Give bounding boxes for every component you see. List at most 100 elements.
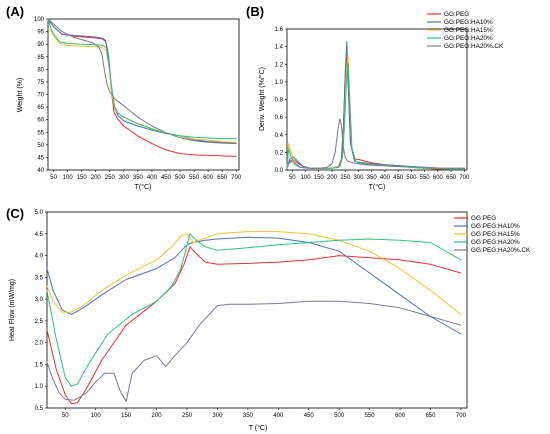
legend-entry: GG:PEG:HA20%.CK <box>444 43 504 50</box>
x-tick-label: 600 <box>203 175 214 181</box>
x-tick-label: 450 <box>161 175 172 181</box>
x-tick-label: 50 <box>50 175 57 181</box>
series-line-gg-peg-ha15- <box>286 54 465 170</box>
series-line-gg-peg <box>286 56 465 170</box>
panel-b: (B) 50 100 150 200 250 300 350 400 450 500 550 600 6… <box>246 4 504 191</box>
x-tick-label: 400 <box>273 413 284 419</box>
legend-entry: GG:PEG:HA15% <box>471 231 520 238</box>
y-tick-label: 2.0 <box>35 341 44 347</box>
x-tick-label: 300 <box>353 175 364 181</box>
x-tick-label: 150 <box>121 413 132 419</box>
x-tick-label: 550 <box>189 175 200 181</box>
x-tick-label: 400 <box>380 175 391 181</box>
y-tick-label: 40 <box>37 168 44 174</box>
y-tick-label: 75 <box>37 80 44 86</box>
y-tick-label: 70 <box>37 93 44 99</box>
x-tick-label: 400 <box>147 175 158 181</box>
series-line-gg-peg-ha20-ck <box>286 118 465 169</box>
y-tick-label: 50 <box>37 143 44 149</box>
panel-a-plot-area <box>47 18 240 171</box>
y-tick-label: 1.4 <box>275 45 284 51</box>
x-tick-label: 500 <box>334 413 345 419</box>
panel-c-y-ticks: 0.5 1.0 1.5 2.0 2.5 3.0 3.5 4.0 4.5 5.0 <box>35 210 47 412</box>
series-line-gg-peg-ha15- <box>47 18 237 143</box>
legend-entry: GG:PEG:HA10% <box>471 223 520 230</box>
x-tick-label: 150 <box>314 175 325 181</box>
panel-a-y-ticks: 40 45 50 55 60 65 70 75 80 85 90 95 100 <box>34 17 48 174</box>
panel-c-y-label: Heat Flow (mW/mg) <box>9 279 16 341</box>
x-tick-label: 600 <box>433 175 444 181</box>
panel-b-plot-area <box>286 28 468 171</box>
x-tick-label: 600 <box>395 413 406 419</box>
panel-a-label: (A) <box>6 4 24 19</box>
panel-b-label: (B) <box>246 4 264 19</box>
x-tick-label: 650 <box>446 175 457 181</box>
y-tick-label: 80 <box>37 67 44 73</box>
y-tick-label: 1.0 <box>275 80 284 86</box>
x-tick-label: 300 <box>119 175 130 181</box>
legend-entry: GG:PEG:HA10% <box>444 19 493 26</box>
panel-b-series <box>286 40 465 170</box>
panel-b-x-ticks: 50 100 150 200 250 300 350 400 450 500 550 600 650 70… <box>289 170 470 181</box>
x-tick-label: 700 <box>459 175 470 181</box>
legend-entry: GG:PEG:HA15% <box>444 27 493 34</box>
panel-a-y-label: Weight (%) <box>17 78 24 113</box>
panel-a: (A) 50 100 150 200 250 300 350 400 450 500 550 600 6… <box>6 4 242 191</box>
y-tick-label: 4.0 <box>35 254 44 260</box>
panel-b-x-label: T(°C) <box>369 183 386 191</box>
legend-entry: GG:PEG:HA20%.CK <box>471 247 531 254</box>
x-tick-label: 700 <box>456 413 467 419</box>
y-tick-label: 95 <box>37 30 44 36</box>
panel-b-y-label: Deriv. Weight (%/°C) <box>258 67 266 131</box>
x-tick-label: 300 <box>212 413 223 419</box>
x-tick-label: 200 <box>91 175 102 181</box>
x-tick-label: 650 <box>217 175 228 181</box>
y-tick-label: 85 <box>37 55 44 61</box>
x-tick-label: 50 <box>289 175 296 181</box>
x-tick-label: 650 <box>425 413 436 419</box>
x-tick-label: 250 <box>105 175 116 181</box>
panel-b-y-ticks: 0.0 0.2 0.4 0.6 0.8 1.0 1.2 1.4 1.6 <box>275 27 287 174</box>
x-tick-label: 700 <box>231 175 242 181</box>
y-tick-label: 3.5 <box>35 275 44 281</box>
y-tick-label: 60 <box>37 118 44 124</box>
series-line-gg-peg-ha20- <box>286 62 465 170</box>
panel-a-series <box>47 18 237 157</box>
x-tick-label: 100 <box>301 175 312 181</box>
panel-a-x-ticks: 50 100 150 200 250 300 350 400 450 500 550 600 650 70… <box>50 170 242 181</box>
series-line-gg-peg-ha20-ck <box>46 300 462 402</box>
y-tick-label: 4.5 <box>35 232 44 238</box>
x-tick-label: 500 <box>406 175 417 181</box>
panel-c-x-label: T (°C) <box>249 424 268 432</box>
x-tick-label: 350 <box>367 175 378 181</box>
series-line-gg-peg-ha20- <box>47 18 237 140</box>
panel-a-x-label: T(°C) <box>135 183 152 191</box>
x-tick-label: 100 <box>91 413 102 419</box>
x-tick-label: 450 <box>304 413 315 419</box>
panel-c-label: (C) <box>6 206 24 221</box>
y-tick-label: 65 <box>37 105 44 111</box>
x-tick-label: 450 <box>393 175 404 181</box>
y-tick-label: 1.5 <box>35 362 44 368</box>
y-tick-label: 55 <box>37 130 44 136</box>
x-tick-label: 350 <box>133 175 144 181</box>
x-tick-label: 500 <box>175 175 186 181</box>
y-tick-label: 1.0 <box>35 384 44 390</box>
x-tick-label: 150 <box>77 175 88 181</box>
y-tick-label: 1.6 <box>275 27 284 33</box>
x-tick-label: 50 <box>62 413 69 419</box>
legend-entry: GG:PEG <box>444 11 469 18</box>
panel-c-plot-area <box>46 211 468 409</box>
series-line-gg-peg-ha20-ck <box>47 18 237 145</box>
y-tick-label: 0.6 <box>275 115 284 121</box>
series-line-gg-peg <box>47 18 237 157</box>
x-tick-label: 550 <box>420 175 431 181</box>
y-tick-label: 100 <box>34 17 45 23</box>
x-tick-label: 250 <box>182 413 193 419</box>
y-tick-label: 45 <box>37 155 44 161</box>
x-tick-label: 550 <box>365 413 376 419</box>
panel-c-legend: GG:PEGGG:PEG:HA10%GG:PEG:HA15%GG:PEG:HA2… <box>454 215 531 254</box>
y-tick-label: 0.5 <box>35 406 44 412</box>
series-line-gg-peg-ha15- <box>46 231 462 315</box>
